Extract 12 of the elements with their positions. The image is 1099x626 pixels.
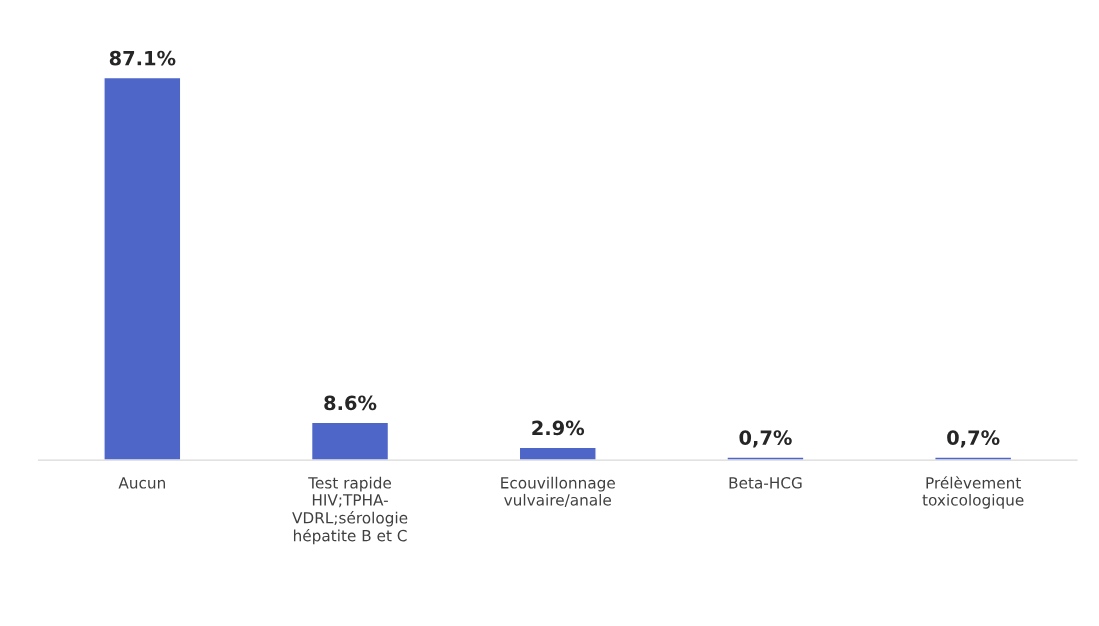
x-tick-label: Ecouvillonnage vulvaire/anale	[501, 476, 615, 507]
x-tick-label: Beta-HCG	[729, 477, 802, 489]
data-label: 2.9%	[532, 420, 585, 436]
x-tick-label: Prélèvement toxicologique	[922, 476, 1024, 509]
bar	[103, 76, 182, 461]
data-label: 87.1%	[109, 50, 176, 66]
data-label: 0,7%	[947, 430, 1000, 448]
data-label: 0,7%	[739, 430, 792, 448]
data-label: 8.6%	[324, 395, 377, 411]
x-tick-label: Aucun	[118, 477, 165, 489]
bar	[310, 421, 390, 461]
x-tick-label: Test rapide HIV;TPHA- VDRL;sérologie hépatite B et C	[292, 476, 408, 545]
